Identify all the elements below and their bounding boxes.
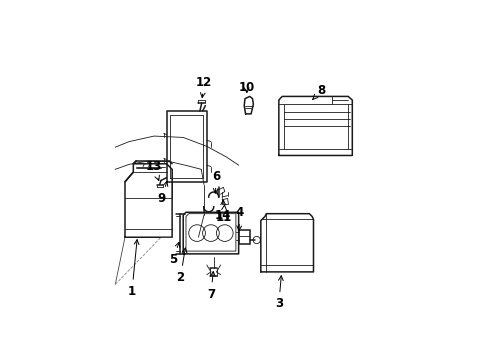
Text: 10: 10 (239, 81, 255, 94)
Text: 1: 1 (128, 240, 139, 298)
Text: 9: 9 (158, 181, 168, 205)
Text: 5: 5 (169, 242, 180, 266)
Text: 7: 7 (207, 271, 215, 301)
Text: 13: 13 (146, 160, 162, 180)
Text: 3: 3 (275, 276, 283, 310)
Text: 6: 6 (212, 170, 220, 193)
Text: 12: 12 (196, 76, 212, 98)
Text: 11: 11 (215, 205, 232, 224)
Text: 2: 2 (176, 248, 187, 284)
Text: 14: 14 (215, 200, 231, 222)
Bar (239, 230, 250, 244)
Text: 8: 8 (313, 84, 326, 99)
Text: 4: 4 (236, 206, 244, 231)
